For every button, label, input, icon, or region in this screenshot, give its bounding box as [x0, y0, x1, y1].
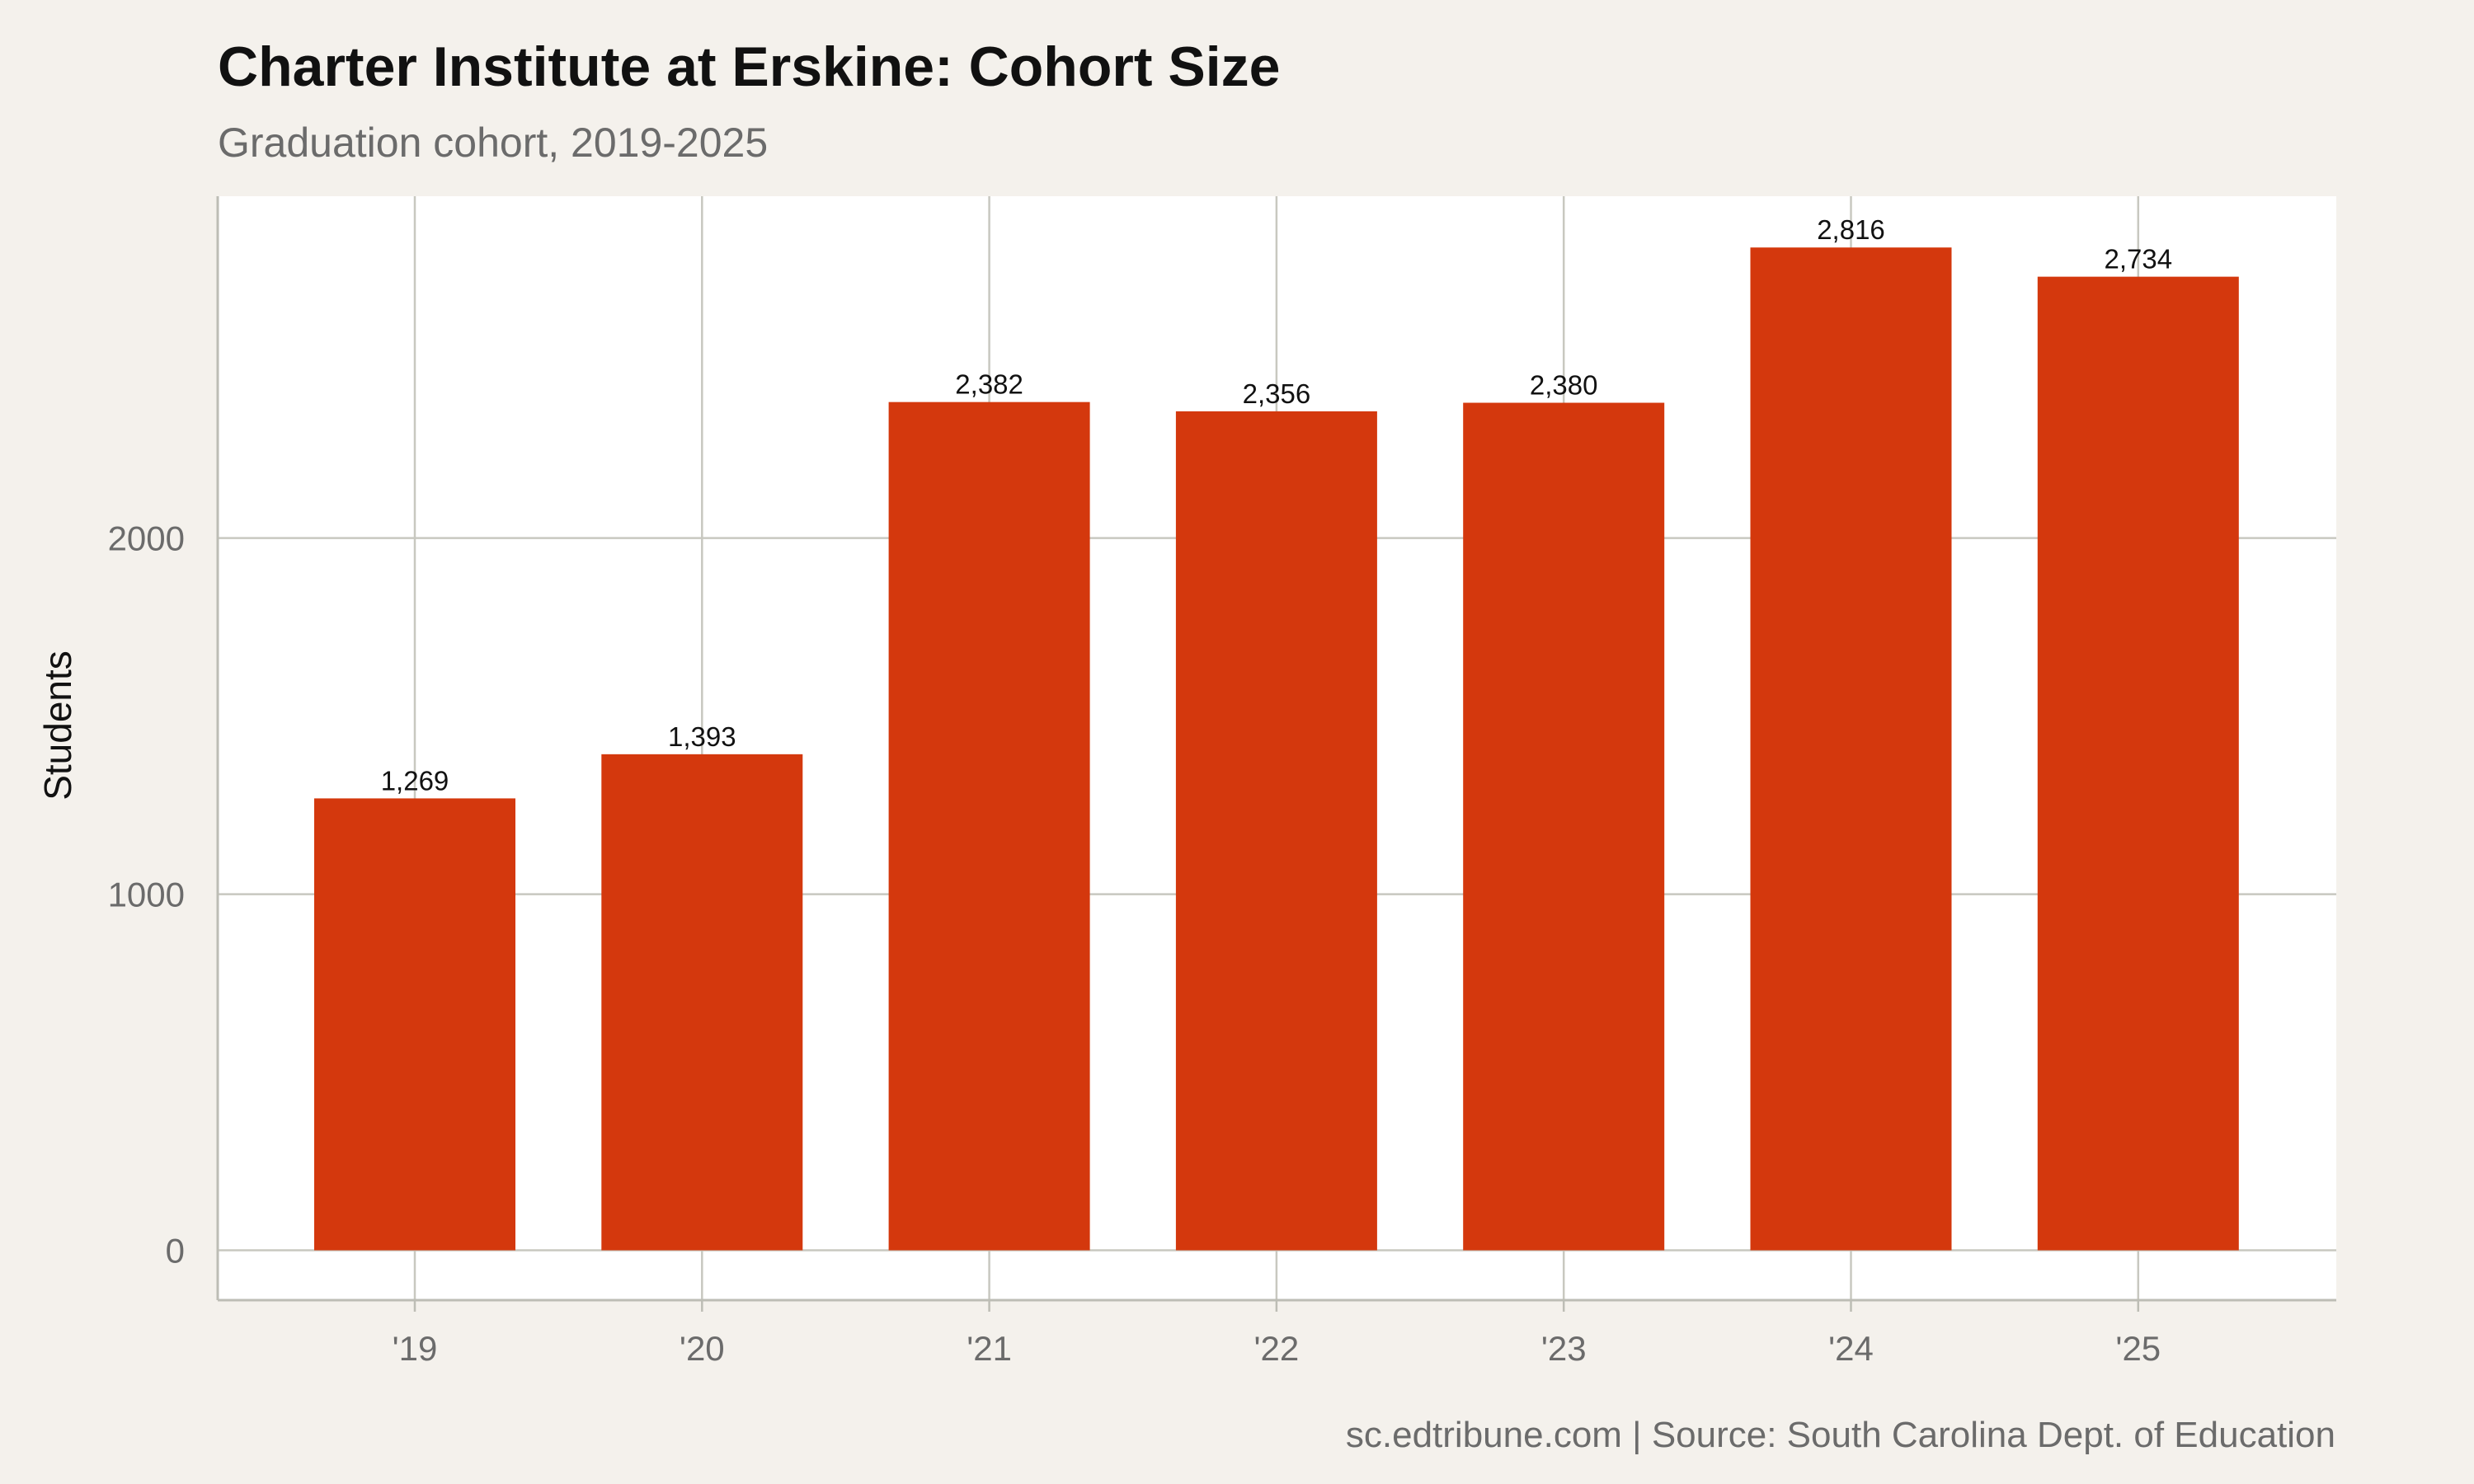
chart-subtitle: Graduation cohort, 2019-2025: [218, 120, 769, 166]
bar: [1175, 411, 1377, 1251]
bar: [1750, 247, 1952, 1251]
bar-value-label: 2,816: [1817, 214, 1885, 245]
x-tick-label: '20: [680, 1329, 725, 1368]
y-tick-label: 0: [166, 1232, 185, 1270]
x-tick-label: '25: [2115, 1329, 2161, 1368]
chart-title: Charter Institute at Erskine: Cohort Siz…: [218, 35, 1281, 98]
axes: 0 1000 2000 '19 '20 '21 '22 '23 '24 '25: [108, 196, 2336, 1368]
bars: [314, 247, 2239, 1251]
x-tick-label: '23: [1541, 1329, 1587, 1368]
bar-value-label: 1,269: [381, 765, 449, 796]
x-tick-label: '22: [1254, 1329, 1300, 1368]
bar-value-label: 2,380: [1530, 370, 1598, 401]
bar: [2037, 276, 2239, 1251]
bar: [1463, 402, 1665, 1251]
bar-value-label: 2,356: [1243, 378, 1311, 409]
bar-value-label: 1,393: [668, 721, 736, 752]
bar: [601, 754, 803, 1251]
x-tick-label: '21: [967, 1329, 1012, 1368]
x-tick-label: '19: [393, 1329, 438, 1368]
bar-value-label: 2,382: [955, 369, 1023, 400]
x-tick-label: '24: [1828, 1329, 1874, 1368]
bar: [888, 402, 1090, 1251]
y-tick-label: 2000: [108, 519, 185, 558]
source-caption: sc.edtribune.com | Source: South Carolin…: [1345, 1415, 2335, 1455]
y-tick-label: 1000: [108, 876, 185, 914]
data-labels: 1,269 1,393 2,382 2,356 2,380 2,816 2,734: [381, 214, 2172, 796]
bar: [314, 798, 515, 1251]
bar-value-label: 2,734: [2105, 244, 2173, 275]
